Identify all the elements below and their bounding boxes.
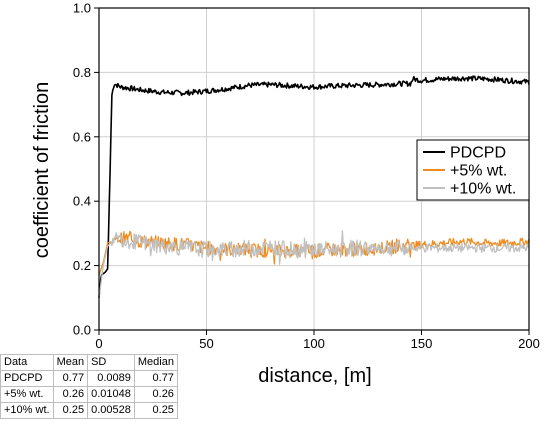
stats-cell: +10% wt. bbox=[0, 402, 54, 419]
series-layer bbox=[98, 75, 530, 298]
stats-row: PDCPD 0.77 0.0089 0.77 bbox=[0, 370, 178, 387]
stats-cell: 0.01048 bbox=[87, 386, 135, 403]
legend: PDCPD+5% wt.+10% wt. bbox=[416, 139, 530, 201]
stats-cell: 0.25 bbox=[52, 402, 89, 419]
stats-row: +10% wt. 0.25 0.00528 0.25 bbox=[0, 402, 178, 419]
y-tick-label: 0.8 bbox=[73, 65, 91, 80]
y-tick-label: 0.4 bbox=[73, 194, 91, 209]
stats-cell: 0.26 bbox=[52, 386, 89, 403]
ticks: 0 50 100 150 200 0.0 0.2 0.4 0.6 0.8 1.0 bbox=[73, 1, 540, 352]
series-line-1 bbox=[98, 75, 530, 298]
stats-cell: 0.00528 bbox=[87, 402, 135, 419]
x-tick-label: 0 bbox=[95, 336, 102, 351]
x-tick-label: 100 bbox=[303, 336, 325, 351]
stats-header-data: Data bbox=[0, 354, 54, 371]
stats-header-sd: SD bbox=[87, 354, 135, 371]
stats-cell: 0.0089 bbox=[87, 370, 135, 387]
x-tick-label: 50 bbox=[199, 336, 213, 351]
legend-label-2: +5% wt. bbox=[450, 163, 507, 180]
x-tick-label: 200 bbox=[518, 336, 540, 351]
y-tick-label: 0.0 bbox=[73, 323, 91, 338]
y-tick-label: 0.2 bbox=[73, 258, 91, 273]
y-axis-title: coefficient of friction bbox=[31, 82, 53, 258]
stats-table: Data Mean SD Median PDCPD 0.77 0.0089 0.… bbox=[0, 354, 178, 419]
stats-cell: PDCPD bbox=[0, 370, 54, 387]
x-tick-label: 150 bbox=[411, 336, 433, 351]
stats-header-mean: Mean bbox=[52, 354, 89, 371]
stats-cell: 0.26 bbox=[133, 386, 178, 403]
legend-label-1: PDCPD bbox=[450, 145, 506, 162]
stats-cell: 0.77 bbox=[52, 370, 89, 387]
stats-row: +5% wt. 0.26 0.01048 0.26 bbox=[0, 386, 178, 403]
stats-cell: 0.77 bbox=[133, 370, 178, 387]
stats-header-median: Median bbox=[133, 354, 178, 371]
stats-cell: 0.25 bbox=[133, 402, 178, 419]
legend-label-3: +10% wt. bbox=[450, 181, 516, 198]
x-axis-title: distance, [m] bbox=[258, 365, 371, 387]
series-line-3 bbox=[98, 230, 530, 298]
y-tick-label: 0.6 bbox=[73, 129, 91, 144]
y-tick-label: 1.0 bbox=[73, 1, 91, 16]
stats-header-row: Data Mean SD Median bbox=[0, 354, 178, 371]
stats-cell: +5% wt. bbox=[0, 386, 54, 403]
